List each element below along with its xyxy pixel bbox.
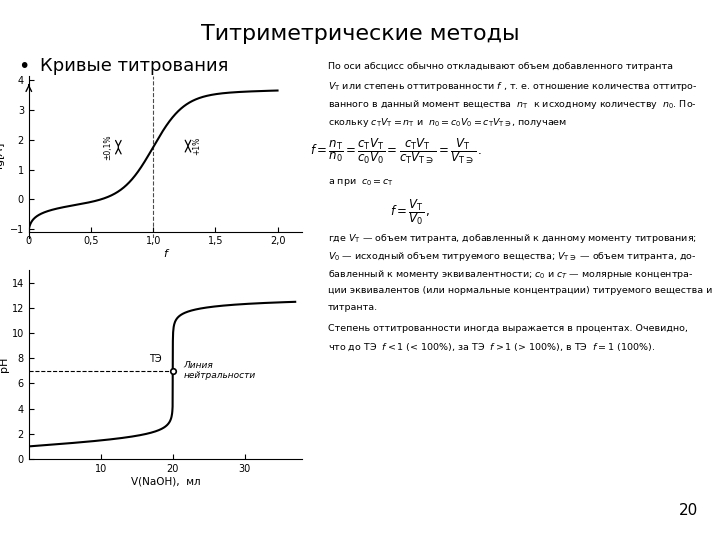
X-axis label: f: f <box>163 249 168 259</box>
Text: титранта.: титранта. <box>328 303 378 313</box>
Text: бавленный к моменту эквивалентности; $c_0$ и $c_T$ — молярные концентра-: бавленный к моменту эквивалентности; $c_… <box>328 268 693 281</box>
Text: $f = \dfrac{V_{\rm T}}{V_0}\,,$: $f = \dfrac{V_{\rm T}}{V_0}\,,$ <box>390 197 431 227</box>
Text: Линия
нейтральности: Линия нейтральности <box>184 361 256 381</box>
Text: ванного в данный момент вещества  $n_{\rm T}$  к исходному количеству  $n_0$. По: ванного в данный момент вещества $n_{\rm… <box>328 98 696 111</box>
Text: ции эквивалентов (или нормальные концентрации) титруемого вещества и: ции эквивалентов (или нормальные концент… <box>328 286 712 295</box>
Text: $V_0$ — исходный объем титруемого вещества; $V_{\rm T\ni}$ — объем титранта, до-: $V_0$ — исходный объем титруемого вещест… <box>328 250 696 263</box>
Text: что до ТЭ  $f < 1$ (< 100%), за ТЭ  $f > 1$ (> 100%), в ТЭ  $f = 1$ (100%).: что до ТЭ $f < 1$ (< 100%), за ТЭ $f > 1… <box>328 342 655 353</box>
Text: $V_{\rm T}$ или степень оттитрованности $f$ , т. е. отношение количества оттитро: $V_{\rm T}$ или степень оттитрованности … <box>328 80 697 93</box>
Text: ТЭ: ТЭ <box>149 354 162 364</box>
Text: скольку $c_{\rm T}V_{\rm T} = n_{\rm T}$ и  $n_0 = c_0V_0 = c_{\rm T}V_{\rm T\ni: скольку $c_{\rm T}V_{\rm T} = n_{\rm T}$… <box>328 116 567 129</box>
Text: а при  $c_0 = c_{\rm T}$: а при $c_0 = c_{\rm T}$ <box>328 177 394 187</box>
Text: где $V_{\rm T}$ — объем титранта, добавленный к данному моменту титрования;: где $V_{\rm T}$ — объем титранта, добавл… <box>328 232 696 245</box>
Text: +1%: +1% <box>192 137 201 155</box>
Text: $f = \dfrac{n_{\rm T}}{n_0} = \dfrac{c_{\rm T}V_{\rm T}}{c_0 V_0} = \dfrac{c_{\r: $f = \dfrac{n_{\rm T}}{n_0} = \dfrac{c_{… <box>310 136 482 166</box>
Text: •: • <box>18 57 30 76</box>
Text: Кривые титрования: Кривые титрования <box>40 57 228 75</box>
Text: По оси абсцисс обычно откладывают объем добавленного титранта: По оси абсцисс обычно откладывают объем … <box>328 62 672 71</box>
Y-axis label: pH: pH <box>0 357 9 372</box>
X-axis label: V(NaOH),  мл: V(NaOH), мл <box>131 477 200 487</box>
Text: Степень оттитрованности иногда выражается в процентах. Очевидно,: Степень оттитрованности иногда выражаетс… <box>328 324 688 333</box>
Text: ±0,1%: ±0,1% <box>103 134 112 160</box>
Text: 20: 20 <box>679 503 698 518</box>
Y-axis label: $\lg[A]$: $\lg[A]$ <box>0 143 7 171</box>
Text: Титриметрические методы: Титриметрические методы <box>201 24 519 44</box>
